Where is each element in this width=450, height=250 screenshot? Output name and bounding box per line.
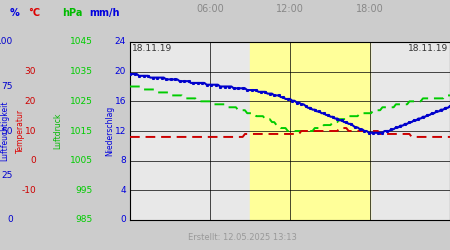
Text: 1005: 1005 [70, 156, 93, 165]
Text: 995: 995 [76, 186, 93, 195]
Bar [250, 42, 370, 220]
Text: 12:00: 12:00 [276, 4, 304, 14]
Text: 75: 75 [1, 82, 13, 91]
Text: 0: 0 [120, 216, 126, 224]
Text: °C: °C [28, 8, 40, 18]
Text: Temperatur: Temperatur [15, 109, 24, 153]
Text: 50: 50 [1, 126, 13, 136]
Text: 1045: 1045 [70, 38, 93, 46]
Text: 25: 25 [2, 171, 13, 180]
Text: %: % [9, 8, 19, 18]
Text: 0: 0 [30, 156, 36, 165]
Text: 985: 985 [76, 216, 93, 224]
Text: 06:00: 06:00 [196, 4, 224, 14]
Text: 24: 24 [115, 38, 126, 46]
Text: 20: 20 [25, 97, 36, 106]
Text: 0: 0 [7, 216, 13, 224]
Text: 100: 100 [0, 38, 13, 46]
Text: 30: 30 [24, 67, 36, 76]
Text: Luftdruck: Luftdruck [54, 113, 63, 149]
Text: -10: -10 [21, 186, 36, 195]
Text: 10: 10 [24, 126, 36, 136]
Text: 20: 20 [115, 67, 126, 76]
Text: mm/h: mm/h [90, 8, 120, 18]
Text: 18.11.19: 18.11.19 [132, 44, 172, 53]
Text: Erstellt: 12.05.2025 13:13: Erstellt: 12.05.2025 13:13 [188, 233, 297, 242]
Text: Luftfeuchtigkeit: Luftfeuchtigkeit [0, 101, 9, 161]
Text: 4: 4 [121, 186, 126, 195]
Text: 1025: 1025 [70, 97, 93, 106]
Text: 8: 8 [120, 156, 126, 165]
Text: hPa: hPa [62, 8, 82, 18]
Text: 18:00: 18:00 [356, 4, 384, 14]
Text: Niederschlag: Niederschlag [105, 106, 114, 156]
Text: 18.11.19: 18.11.19 [408, 44, 448, 53]
Text: 1035: 1035 [70, 67, 93, 76]
Text: 12: 12 [115, 126, 126, 136]
Text: 16: 16 [114, 97, 126, 106]
Text: 1015: 1015 [70, 126, 93, 136]
